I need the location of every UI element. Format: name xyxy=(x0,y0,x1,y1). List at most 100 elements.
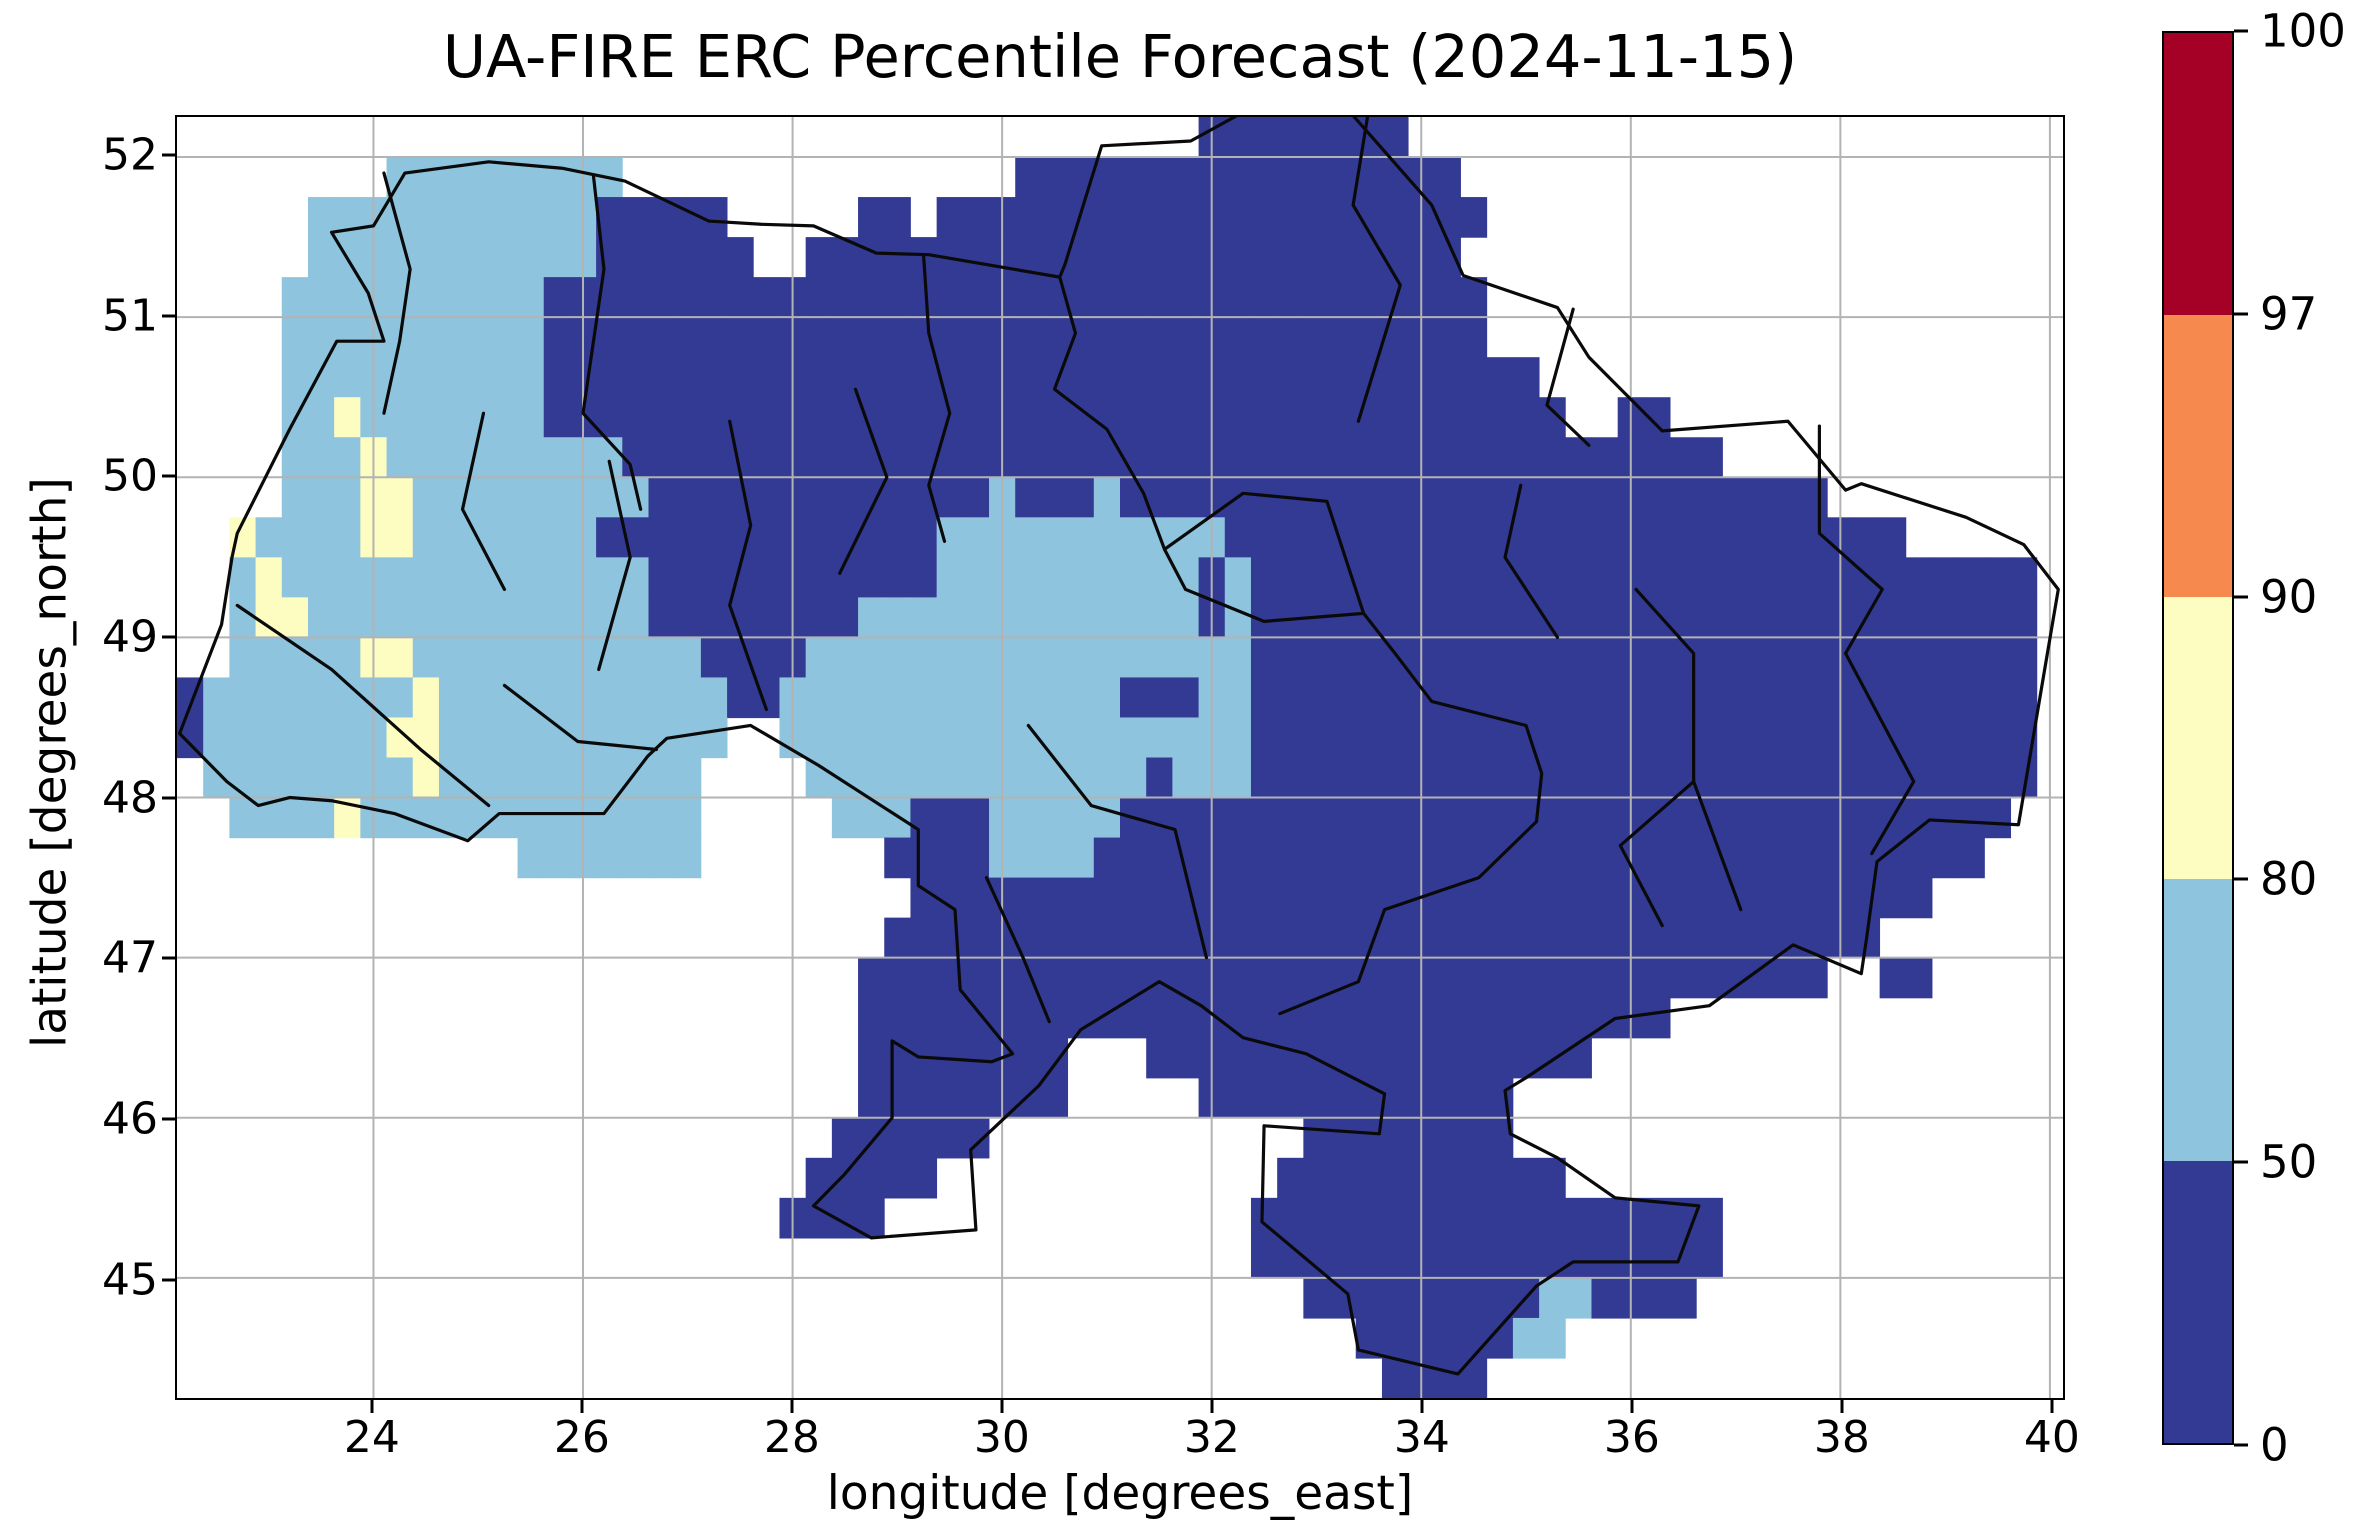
grid-cell xyxy=(1801,717,1828,759)
grid-cell xyxy=(1329,1197,1357,1239)
grid-cell xyxy=(753,277,780,318)
colorbar-segment xyxy=(2164,315,2232,597)
grid-cell xyxy=(1512,997,1540,1039)
grid-cell xyxy=(1329,837,1357,879)
grid-cell xyxy=(307,757,335,799)
grid-cell xyxy=(1434,837,1461,879)
grid-cell xyxy=(648,797,676,839)
grid-cell xyxy=(438,157,466,198)
grid-cell xyxy=(1329,357,1357,398)
grid-cell xyxy=(1591,917,1619,959)
grid-cell xyxy=(910,877,938,919)
colorbar-segment xyxy=(2164,879,2232,1161)
grid-cell xyxy=(700,197,728,238)
grid-cell xyxy=(1984,717,2012,759)
grid-cell xyxy=(412,277,440,318)
ukraine-heatmap-svg xyxy=(177,117,2063,1398)
grid-cell xyxy=(1015,517,1042,558)
colorbar-segment xyxy=(2164,33,2232,315)
grid-cell xyxy=(727,677,754,719)
grid-cell xyxy=(438,477,466,518)
grid-cell xyxy=(281,677,309,719)
grid-cell xyxy=(858,357,885,398)
grid-cell xyxy=(1146,317,1173,358)
grid-cell xyxy=(1381,1317,1409,1359)
oblast-boundaries xyxy=(180,117,2059,1374)
grid-cell xyxy=(491,437,518,478)
grid-cell xyxy=(386,557,414,599)
grid-cell xyxy=(412,357,440,398)
grid-cell xyxy=(1224,837,1252,879)
grid-cell xyxy=(1250,397,1278,438)
grid-cell xyxy=(910,1117,938,1159)
grid-cell xyxy=(1250,237,1278,278)
grid-cell xyxy=(1381,1037,1409,1079)
grid-cell xyxy=(543,797,571,839)
grid-cell xyxy=(884,1117,911,1159)
grid-cell xyxy=(1748,557,1776,599)
grid-cell xyxy=(1774,677,1802,719)
grid-cell xyxy=(1591,557,1619,599)
x-tick-mark xyxy=(2050,1400,2054,1413)
grid-cell xyxy=(1460,877,1488,919)
x-tick-label: 26 xyxy=(553,1412,610,1463)
grid-cell xyxy=(1486,997,1514,1039)
grid-cell xyxy=(1381,1237,1409,1279)
grid-cell xyxy=(465,637,492,679)
grid-cell xyxy=(1932,757,1959,799)
grid-cell xyxy=(727,477,754,518)
grid-cell xyxy=(1041,837,1069,879)
grid-cell xyxy=(438,197,466,238)
grid-cell xyxy=(1565,597,1592,639)
grid-cell xyxy=(1277,757,1304,799)
grid-cell xyxy=(1460,1197,1488,1239)
grid-cell xyxy=(831,677,859,719)
grid-cell xyxy=(412,677,440,719)
grid-cell xyxy=(1774,477,1802,518)
grid-cell xyxy=(465,277,492,318)
grid-cell xyxy=(1460,477,1488,518)
grid-cell xyxy=(1696,677,1723,719)
grid-cell xyxy=(1224,117,1252,158)
grid-cell xyxy=(491,237,518,278)
grid-cell xyxy=(962,797,990,839)
grid-cell xyxy=(1801,797,1828,839)
grid-cell xyxy=(1224,1037,1252,1079)
grid-cell xyxy=(1460,197,1488,238)
grid-cell xyxy=(727,357,754,398)
grid-cell xyxy=(753,477,780,518)
grid-cell xyxy=(1355,1197,1383,1239)
grid-cell xyxy=(1329,237,1357,278)
colorbar-tick-label: 80 xyxy=(2260,852,2318,906)
grid-cell xyxy=(1486,597,1514,639)
grid-cell xyxy=(1460,1037,1488,1079)
grid-cell xyxy=(1879,637,1907,679)
colorbar-segment xyxy=(2164,1161,2232,1443)
grid-cell xyxy=(1512,517,1540,558)
grid-cell xyxy=(1512,837,1540,879)
grid-cell xyxy=(831,277,859,318)
grid-cell xyxy=(831,1117,859,1159)
grid-cell xyxy=(1355,437,1383,478)
grid-cell xyxy=(648,597,676,639)
grid-cell xyxy=(962,677,990,719)
grid-cell xyxy=(543,197,571,238)
grid-cell xyxy=(753,637,780,679)
grid-cell xyxy=(1984,677,2012,719)
grid-cell xyxy=(1041,317,1069,358)
grid-cell xyxy=(2010,597,2038,639)
grid-cell xyxy=(1905,877,1933,919)
grid-cell xyxy=(1277,277,1304,318)
grid-cell xyxy=(491,397,518,438)
grid-cell xyxy=(334,277,361,318)
grid-cell xyxy=(1303,677,1330,719)
grid-cell xyxy=(1250,357,1278,398)
grid-cell xyxy=(1120,597,1147,639)
grid-cell xyxy=(1486,797,1514,839)
grid-cell xyxy=(1303,397,1330,438)
grid-cell xyxy=(1224,397,1252,438)
x-tick-mark xyxy=(580,1400,584,1413)
grid-cell xyxy=(1539,1237,1566,1279)
x-tick-mark xyxy=(1840,1400,1844,1413)
grid-cell xyxy=(1643,1197,1671,1239)
